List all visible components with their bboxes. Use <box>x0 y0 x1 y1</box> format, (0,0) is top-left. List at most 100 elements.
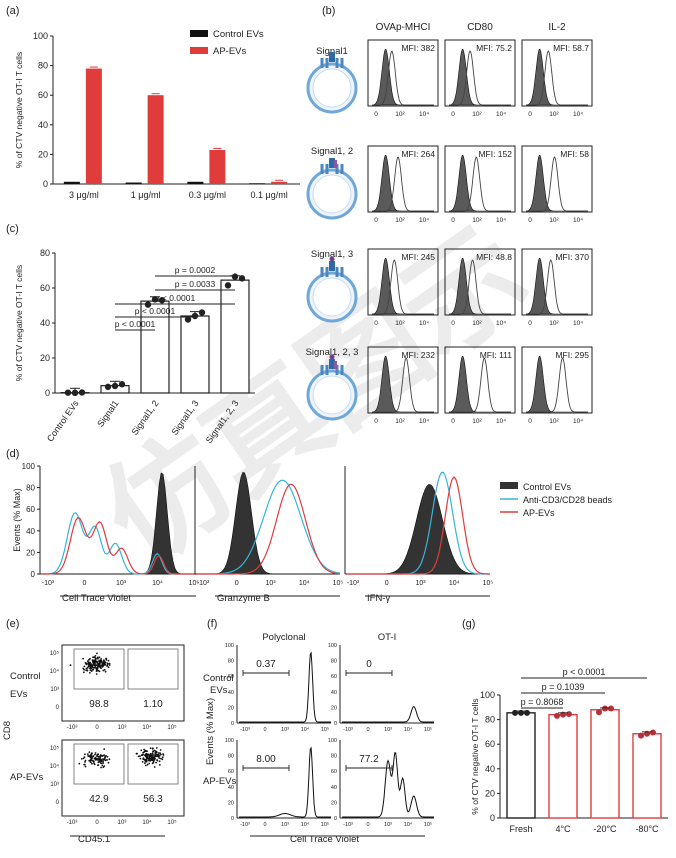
x-tick-label: 10³ <box>265 580 276 587</box>
event-dot <box>94 753 96 756</box>
membrane-protein <box>335 58 339 68</box>
row-label: Control <box>10 671 41 682</box>
event-dot <box>149 752 152 755</box>
event-dot <box>152 753 154 756</box>
event-dot <box>89 761 92 764</box>
data-point <box>231 273 239 280</box>
event-dot <box>108 758 111 761</box>
x-tick-label: 10⁵ <box>321 726 329 733</box>
bar <box>220 279 250 394</box>
event-dot <box>152 747 154 750</box>
x-tick-label: 10³ <box>118 725 127 731</box>
event-dot <box>86 660 89 663</box>
x-tick-label: 10⁴ <box>301 726 310 733</box>
data-point <box>608 705 614 712</box>
x-tick-label: 0 <box>374 217 378 224</box>
event-dot <box>106 664 109 667</box>
data-point <box>198 309 206 316</box>
x-tick-label: 10³ <box>415 580 426 587</box>
event-dot <box>104 757 106 760</box>
gate-percent: 98.8 <box>89 699 109 710</box>
x-tick-label: 10³ <box>116 580 127 587</box>
event-dot <box>104 661 107 664</box>
x-tick-label: 10² <box>472 418 482 425</box>
y-tick-label: 60 <box>228 769 234 775</box>
data-point <box>78 389 86 396</box>
il2-molecule <box>329 256 335 262</box>
legend-swatch <box>190 30 208 37</box>
event-dot <box>151 762 154 765</box>
y-axis-label: % of CTV negative OT-I T cells <box>14 52 24 168</box>
event-dot <box>98 660 100 662</box>
x-tick-label: 0 <box>528 320 532 327</box>
x-tick-label: 10⁴ <box>404 821 413 828</box>
y-tick-label: 100 <box>22 462 36 471</box>
scatter-frame <box>61 739 185 817</box>
mfi-label: MFI: 75.2 <box>476 43 512 53</box>
event-dot <box>157 752 160 754</box>
y-tick-label: 80 <box>331 659 337 665</box>
histogram-ap-evs <box>41 516 196 575</box>
event-dot <box>154 750 157 753</box>
event-dot <box>156 753 159 756</box>
x-tick-label: 10⁵ <box>333 580 344 587</box>
x-tick-label: 10³ <box>118 820 127 826</box>
event-dot <box>144 764 147 767</box>
histogram-frame <box>444 346 516 414</box>
event-dot <box>152 759 155 762</box>
x-tick-label: Control EVs <box>45 398 81 443</box>
event-dot <box>96 666 99 669</box>
event-dot <box>107 659 110 662</box>
x-tick-label: 10² <box>395 320 405 327</box>
y-tick-label: 0 <box>231 816 234 822</box>
histogram-trace <box>342 706 434 723</box>
y-tick-label: 100 <box>328 738 337 744</box>
x-tick-label: 0 <box>374 320 378 327</box>
event-dot <box>140 749 143 752</box>
scatter-frame <box>61 644 185 722</box>
event-dot <box>144 762 146 765</box>
membrane-protein <box>340 164 344 174</box>
y-tick-label: 20 <box>331 705 337 711</box>
p-value-label: p = 0.0002 <box>175 265 216 275</box>
y-tick-label: 80 <box>228 754 234 760</box>
event-dot <box>148 762 151 765</box>
gate-right <box>127 648 179 690</box>
membrane-protein <box>335 365 339 375</box>
mfi-label: MFI: 382 <box>401 43 435 53</box>
histogram-frame <box>367 39 439 107</box>
event-dot <box>102 760 104 763</box>
event-dot <box>95 673 98 675</box>
event-dot <box>95 668 98 671</box>
y-tick-label: 0 <box>56 705 60 711</box>
gate-left <box>73 743 125 785</box>
histogram-frame <box>521 39 593 107</box>
x-axis-label: Granzyme B <box>217 593 270 604</box>
event-dot <box>145 758 148 760</box>
row-label: Control <box>203 673 234 684</box>
x-tick-label: 10⁴ <box>573 418 583 425</box>
ev-lumen <box>312 174 352 214</box>
membrane-protein <box>340 267 344 277</box>
histogram-sample <box>372 156 434 212</box>
event-dot <box>154 757 156 760</box>
bar-control-evs <box>249 183 266 184</box>
data-point <box>158 297 166 304</box>
event-dot <box>97 753 99 756</box>
x-tick-label: 0 <box>528 111 532 118</box>
event-dot <box>103 765 106 768</box>
x-tick-label: 10⁴ <box>496 217 506 224</box>
x-tick-label: 10⁴ <box>449 580 460 587</box>
event-dot <box>99 754 102 757</box>
event-dot <box>84 765 87 768</box>
event-dot <box>144 760 147 763</box>
x-tick-label: 10⁴ <box>299 580 310 587</box>
event-dot <box>103 748 106 750</box>
x-tick-label: 10⁵ <box>189 580 200 587</box>
gate-percent: 8.00 <box>256 754 276 765</box>
y-tick-label: 80 <box>38 61 48 71</box>
event-dot <box>82 657 84 660</box>
event-dot <box>143 758 146 761</box>
legend-entry: Control EVs <box>523 482 572 492</box>
x-tick-label: 10⁴ <box>496 320 506 327</box>
